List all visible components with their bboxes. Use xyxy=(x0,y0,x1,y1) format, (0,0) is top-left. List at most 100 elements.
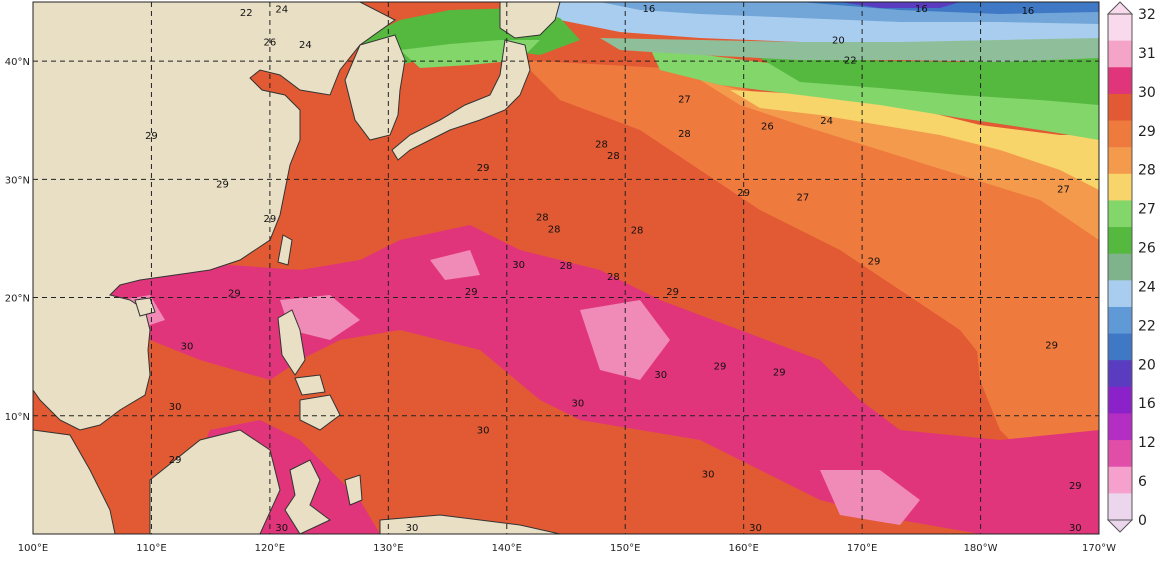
halmahera xyxy=(344,474,363,506)
contour-label: 29 xyxy=(1045,340,1058,351)
longitude-label: 120°E xyxy=(255,543,285,554)
contour-label: 27 xyxy=(797,193,810,204)
colorbar-label: 26 xyxy=(1138,241,1156,257)
hot-patch-3 xyxy=(820,470,920,525)
contour-label: 29 xyxy=(666,287,679,298)
contour-label: 30 xyxy=(477,426,490,437)
contour-label: 29 xyxy=(737,188,750,199)
contour-label: 29 xyxy=(773,368,786,379)
contour-label: 30 xyxy=(702,469,715,480)
sulawesi xyxy=(284,459,331,534)
visayas xyxy=(294,374,326,396)
hokkaido xyxy=(499,2,561,39)
colorbar-segment xyxy=(1108,413,1132,441)
contour-label: 30 xyxy=(181,342,194,353)
malay-peninsula xyxy=(33,429,116,534)
contour-label: 29 xyxy=(264,214,277,225)
longitude-labels: 100°E 110°E 120°E 130°E 140°E 150°E 160°E 170°E… xyxy=(18,543,1116,554)
colorbar-segment xyxy=(1108,40,1132,68)
contour-label: 27 xyxy=(1057,184,1070,195)
contour-label: 22 xyxy=(844,55,857,66)
mindanao xyxy=(299,394,341,431)
colorbar-label: 29 xyxy=(1138,124,1156,140)
longitude-label: 150°E xyxy=(610,543,640,554)
contour-label: 24 xyxy=(299,40,312,51)
contour-label: 30 xyxy=(749,523,762,534)
longitude-label: 180°W xyxy=(964,543,998,554)
contour-label: 28 xyxy=(607,272,620,283)
contour-label: 30 xyxy=(512,260,525,271)
colorbar-max-arrow xyxy=(1106,1,1134,15)
colorbar-label: 30 xyxy=(1138,85,1156,101)
colorbar-segment xyxy=(1108,466,1132,494)
longitude-label: 130°E xyxy=(373,543,403,554)
ocean-12-zone xyxy=(840,2,960,8)
colorbar-segment xyxy=(1108,147,1132,175)
colorbar-segment xyxy=(1108,493,1132,521)
colorbar-label: 0 xyxy=(1138,513,1147,529)
hot-patch-4 xyxy=(430,250,480,280)
contour-label: 29 xyxy=(465,287,478,298)
longitude-label: 140°E xyxy=(492,543,522,554)
colorbar-label: 22 xyxy=(1138,318,1156,334)
ocean-26-zone xyxy=(730,90,1099,190)
colorbar-segment xyxy=(1108,14,1132,42)
contour-label: 28 xyxy=(595,139,608,150)
ocean-27-zone xyxy=(700,80,1099,240)
colorbar-segment xyxy=(1108,306,1132,335)
contour-label: 16 xyxy=(1022,6,1035,17)
new-guinea xyxy=(379,514,561,534)
latitude-labels: 40°N 30°N 20°N 10°N xyxy=(5,57,30,423)
latitude-label: 10°N xyxy=(5,412,30,423)
colorbar-label: 12 xyxy=(1138,435,1156,451)
colorbar-label: 24 xyxy=(1138,279,1156,295)
colorbar-segment xyxy=(1108,67,1132,95)
contour-label: 24 xyxy=(820,116,833,127)
warm-pool-30 xyxy=(110,225,1099,534)
taiwan xyxy=(277,234,293,266)
colorbar-min-arrow xyxy=(1106,519,1134,533)
asia-mainland xyxy=(33,2,396,431)
graticule xyxy=(33,2,1099,534)
longitude-label: 110°E xyxy=(136,543,166,554)
contour-label: 28 xyxy=(607,151,620,162)
contour-label: 28 xyxy=(560,261,573,272)
colorbar-frame xyxy=(1107,13,1133,521)
contour-label: 30 xyxy=(275,523,288,534)
contour-label: 28 xyxy=(536,213,549,224)
longitude-label: 170°E xyxy=(847,543,877,554)
colorbar-segment xyxy=(1108,333,1132,361)
contour-label: 30 xyxy=(654,370,667,381)
ocean-24-zone xyxy=(760,55,1099,105)
contour-label: 20 xyxy=(832,35,845,46)
contour-label: 29 xyxy=(714,362,727,373)
colorbar-label: 6 xyxy=(1138,474,1147,490)
contour-label: 29 xyxy=(477,163,490,174)
luzon xyxy=(277,309,306,376)
contour-label: 22 xyxy=(240,8,253,19)
contour-label: 30 xyxy=(1069,523,1082,534)
colorbar-label: 27 xyxy=(1138,202,1156,218)
contour-label: 29 xyxy=(216,180,229,191)
contour-label: 28 xyxy=(631,226,644,237)
colorbar-label: 32 xyxy=(1138,7,1156,23)
contour-label: 26 xyxy=(761,122,774,133)
contour-label: 24 xyxy=(275,5,288,16)
colorbar-label: 16 xyxy=(1138,396,1156,412)
colorbar-segment xyxy=(1108,93,1132,122)
contour-label: 28 xyxy=(678,129,691,140)
map-frame xyxy=(32,1,1100,535)
colorbar-segment xyxy=(1108,227,1132,255)
longitude-label: 160°E xyxy=(728,543,758,554)
longitude-label: 100°E xyxy=(18,543,48,554)
colorbar-segment xyxy=(1108,120,1132,148)
colorbar-segment xyxy=(1108,200,1132,228)
latitude-label: 20°N xyxy=(5,294,30,305)
contour-label: 29 xyxy=(169,455,182,466)
longitude-label: 170°W xyxy=(1082,543,1116,554)
contour-label: 29 xyxy=(228,288,241,299)
colorbar-segment xyxy=(1108,173,1132,201)
colorbar: 32 31 30 29 28 27 26 24 22 20 16 12 6 0 xyxy=(1106,1,1156,533)
